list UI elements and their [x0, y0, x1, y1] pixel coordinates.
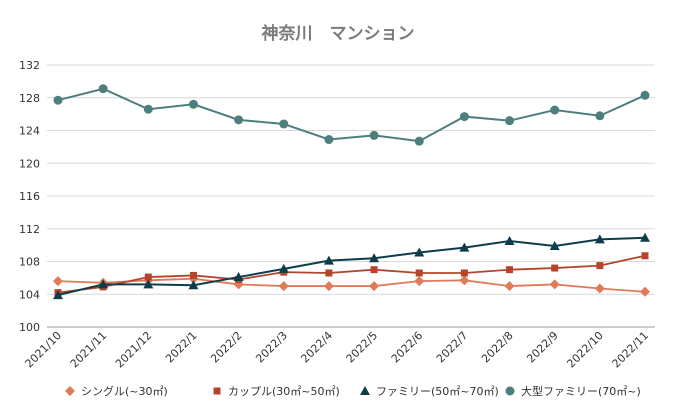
x-tick-label: 2022/11 [610, 329, 652, 371]
data-point [640, 90, 650, 100]
data-point [504, 281, 515, 292]
x-tick-label: 2022/8 [479, 329, 516, 366]
data-point [369, 281, 380, 292]
data-point [143, 104, 153, 114]
data-point [460, 269, 468, 277]
data-point [640, 232, 650, 242]
y-tick-label: 124 [19, 125, 40, 138]
data-point [325, 269, 333, 277]
legend-label: シングル(~30㎡) [81, 384, 168, 398]
data-point [641, 252, 649, 260]
legend-label: 大型ファミリー(70㎡~) [521, 384, 641, 398]
data-point [323, 281, 334, 292]
data-point [188, 99, 198, 109]
data-point [53, 290, 63, 300]
data-point [53, 95, 63, 105]
y-tick-label: 120 [19, 157, 40, 170]
y-tick-label: 128 [19, 92, 40, 105]
legend-label: カップル(30㎡~50㎡) [228, 385, 340, 398]
data-point [595, 111, 605, 121]
data-point [594, 234, 605, 244]
x-tick-label: 2022/7 [434, 329, 471, 366]
data-point [414, 276, 425, 287]
data-point [415, 269, 423, 277]
data-point [369, 130, 379, 140]
data-point [505, 116, 515, 126]
data-point [596, 262, 604, 270]
x-tick-label: 2022/3 [253, 329, 290, 366]
data-point [506, 266, 514, 274]
legend-marker [360, 386, 370, 395]
y-tick-label: 112 [19, 223, 40, 236]
data-point [278, 263, 289, 273]
legend-marker [213, 387, 221, 395]
data-point [279, 119, 289, 129]
data-point [324, 135, 334, 145]
x-tick-label: 2022/9 [524, 329, 561, 366]
data-point [278, 281, 289, 292]
x-tick-label: 2021/11 [68, 329, 110, 371]
y-tick-label: 116 [19, 190, 40, 203]
x-tick-label: 2022/10 [564, 329, 606, 371]
data-point [414, 247, 425, 257]
x-tick-label: 2022/2 [208, 329, 245, 366]
legend-item: ファミリー(50㎡~70㎡) [360, 385, 499, 398]
data-point [550, 105, 560, 115]
chart-title: 神奈川 マンション [262, 23, 415, 44]
data-point [640, 286, 650, 297]
data-point [189, 271, 197, 279]
data-point [549, 240, 560, 250]
y-tick-label: 104 [19, 288, 40, 301]
y-tick-label: 132 [19, 59, 40, 72]
data-point [98, 84, 108, 94]
legend-label: ファミリー(50㎡~70㎡) [376, 385, 499, 398]
legend-marker [65, 386, 75, 396]
x-tick-label: 2022/6 [389, 329, 426, 366]
series-line [57, 254, 646, 294]
legend-item: カップル(30㎡~50㎡) [213, 385, 340, 398]
data-point [323, 255, 334, 265]
data-point [98, 279, 109, 289]
data-point [143, 279, 154, 289]
legend-item: シングル(~30㎡) [65, 384, 168, 398]
data-point [459, 275, 470, 286]
data-point [551, 264, 559, 272]
data-point [369, 253, 380, 263]
series-line [57, 236, 646, 297]
data-point [414, 136, 424, 146]
series-line [57, 277, 646, 293]
x-tick-label: 2022/4 [298, 329, 335, 366]
data-point [594, 283, 605, 294]
data-point [459, 242, 470, 252]
data-point [188, 280, 199, 290]
x-tick-label: 2021/12 [113, 329, 155, 371]
data-point [144, 273, 152, 281]
legend-item: 大型ファミリー(70㎡~) [505, 384, 641, 398]
data-point [549, 279, 560, 290]
series-line [57, 87, 646, 143]
legend-marker [505, 386, 515, 396]
y-tick-label: 108 [19, 256, 40, 269]
series-4 [53, 84, 650, 146]
x-tick-label: 2022/1 [163, 329, 200, 366]
y-tick-label: 100 [19, 321, 40, 334]
data-point [53, 276, 63, 287]
x-tick-label: 2021/10 [23, 329, 65, 371]
data-point [370, 266, 378, 274]
data-point [504, 236, 515, 246]
data-point [234, 115, 244, 125]
data-point [459, 112, 469, 122]
data-point [233, 272, 244, 282]
x-tick-label: 2022/5 [344, 329, 381, 366]
series-3 [53, 232, 650, 300]
